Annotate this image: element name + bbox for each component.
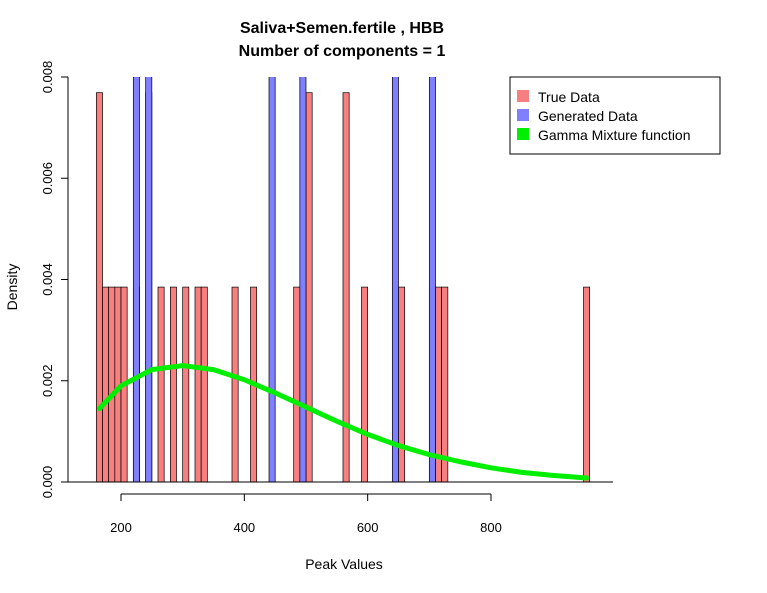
y-axis-label: Density [4,264,20,311]
true-data-bar [361,286,369,482]
generated-data-bar [391,77,399,482]
gamma-mixture-line [96,363,590,481]
true-data-bar [200,286,208,482]
true-data-bar [342,92,350,482]
y-tick-label: 0.002 [40,364,55,397]
y-tick-label: 0.000 [40,466,55,499]
legend-label-generated-data: Generated Data [538,108,638,124]
true-data-bar [435,286,443,482]
true-data-bar [441,286,449,482]
true-data-bar [583,286,591,482]
legend-swatch-gamma-mixture [517,128,529,140]
generated-data-bar [145,77,153,482]
legend-swatch-true-data [517,90,529,102]
true-data-bar [293,286,301,482]
legend-label-gamma-mixture: Gamma Mixture function [538,127,691,143]
y-tick-label: 0.006 [40,162,55,195]
legend-swatch-generated-data [517,109,529,121]
true-data-bar [108,286,116,482]
x-tick-label: 200 [110,520,132,535]
gamma-mixture-curve-group [96,363,590,481]
true-data-bar [398,286,406,482]
y-tick-label: 0.008 [40,61,55,94]
x-tick-label: 400 [233,520,255,535]
y-axis: 0.000 0.002 0.004 0.006 0.008 [40,61,69,499]
true-data-bar [169,286,177,482]
legend-label-true-data: True Data [538,89,600,105]
true-data-bar [182,286,190,482]
generated-data-bar [268,77,276,482]
true-data-bar [95,92,103,482]
legend: True Data Generated Data Gamma Mixture f… [509,76,721,155]
chart-subtitle: Number of components = 1 [239,43,446,60]
true-data-bar [305,92,313,482]
legend-box [509,76,721,155]
true-data-bar [231,286,239,482]
true-data-bar [102,286,110,482]
chart-title: Saliva+Semen.fertile , HBB [240,20,444,37]
x-axis: 200 400 600 800 [68,481,613,535]
generated-data-bar [132,77,140,482]
true-data-bar [157,286,165,482]
generated-data-bar [428,77,436,482]
true-data-bar [194,286,202,482]
generated-data-bars [132,77,436,482]
generated-data-bar [299,77,307,482]
x-axis-label: Peak Values [305,556,383,572]
x-tick-label: 600 [357,520,379,535]
y-tick-label: 0.004 [40,263,55,296]
x-tick-label: 800 [480,520,502,535]
